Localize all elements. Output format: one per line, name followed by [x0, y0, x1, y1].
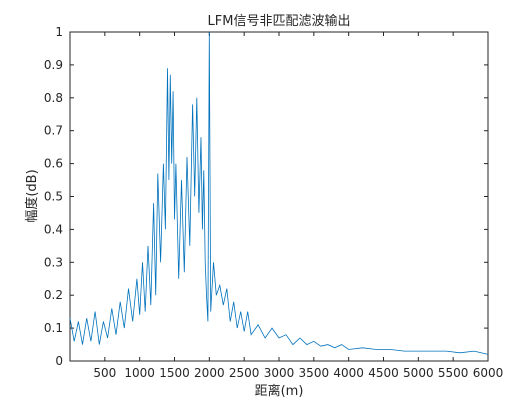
- x-tick-label: 1000: [124, 366, 155, 380]
- x-axis-label: 距离(m): [255, 383, 304, 399]
- plot-frame: [69, 31, 489, 362]
- axis-ticks: 500 1000 1500 2000 2500 3000 3500 4000 4500 5000 5…: [44, 25, 503, 380]
- x-tick-label: 3500: [299, 366, 330, 380]
- x-tick-label: 1500: [159, 366, 190, 380]
- y-tick-label: 0.6: [44, 157, 63, 171]
- y-tick-label: 0.7: [44, 124, 63, 138]
- y-axis-label: 幅度(dB): [24, 169, 40, 222]
- x-tick-label: 5000: [403, 366, 434, 380]
- series-layer: [69, 31, 489, 355]
- x-tick-label: 4000: [333, 366, 364, 380]
- y-tick-label: 0.9: [44, 58, 63, 72]
- x-tick-label: 2500: [229, 366, 260, 380]
- x-tick-label: 2000: [194, 366, 225, 380]
- y-tick-label: 0: [55, 354, 63, 368]
- x-tick-label: 3000: [264, 366, 295, 380]
- x-tick-label: 5500: [438, 366, 469, 380]
- series-line: [69, 31, 489, 355]
- y-tick-label: 0.2: [44, 288, 63, 302]
- chart-title: LFM信号非匹配滤波输出: [208, 13, 351, 29]
- x-tick-label: 500: [93, 366, 116, 380]
- y-tick-label: 0.4: [44, 222, 63, 236]
- y-tick-label: 1: [55, 25, 63, 39]
- y-tick-label: 0.8: [44, 91, 63, 105]
- x-tick-label: 4500: [368, 366, 399, 380]
- y-tick-label: 0.3: [44, 255, 63, 269]
- y-tick-label: 0.1: [44, 321, 63, 335]
- x-tick-label: 6000: [473, 366, 504, 380]
- y-tick-label: 0.5: [44, 190, 63, 204]
